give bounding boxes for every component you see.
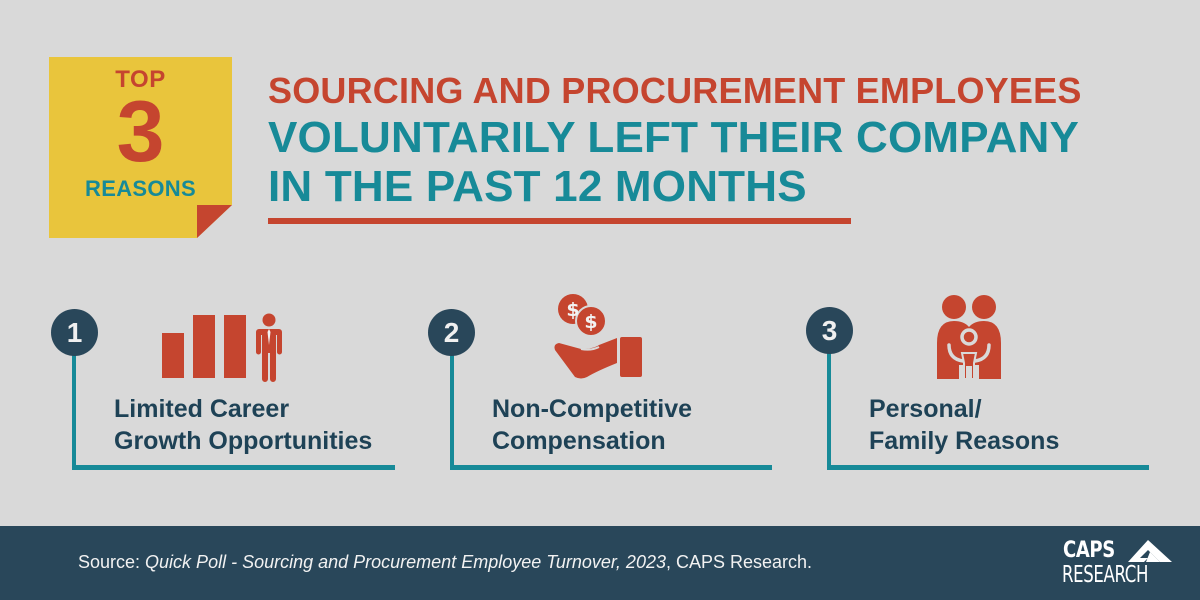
reason-1-label: Limited Career Growth Opportunities bbox=[114, 395, 373, 455]
badge-number: 3 bbox=[116, 84, 165, 180]
badge-top-text: TOP bbox=[115, 66, 166, 93]
headline-line-2: VOLUNTARILY LEFT THEIR COMPANY bbox=[268, 113, 1080, 162]
headline-line-3: IN THE PAST 12 MONTHS bbox=[268, 162, 807, 211]
reason-2-label: Non-Competitive Compensation bbox=[492, 395, 692, 455]
mountain-icon bbox=[1126, 540, 1174, 562]
reason-3-label: Personal/ Family Reasons bbox=[869, 395, 1060, 455]
family-icon bbox=[933, 293, 1005, 381]
money-hand-icon: $ $ bbox=[553, 292, 647, 382]
badge-folded-corner bbox=[197, 205, 232, 238]
career-growth-icon bbox=[160, 312, 286, 382]
logo-research-text: RESEARCH bbox=[1062, 562, 1149, 588]
reason-3-connector-horizontal bbox=[827, 465, 1149, 470]
source-citation: Source: Quick Poll - Sourcing and Procur… bbox=[78, 552, 813, 572]
reason-2-connector-vertical bbox=[450, 340, 454, 470]
reason-3-number-badge: 3 bbox=[806, 307, 853, 354]
svg-text:$: $ bbox=[566, 299, 579, 321]
svg-text:$: $ bbox=[584, 311, 597, 333]
badge-reasons-text: REASONS bbox=[85, 176, 196, 201]
reason-1-number-badge: 1 bbox=[51, 309, 98, 356]
logo-caps-text: CAPS bbox=[1063, 538, 1115, 563]
reason-2-connector-horizontal bbox=[450, 465, 772, 470]
reason-2-number-badge: 2 bbox=[428, 309, 475, 356]
reason-3-connector-vertical bbox=[827, 340, 831, 470]
footer-bar bbox=[0, 526, 1200, 600]
reason-1-connector-horizontal bbox=[72, 465, 395, 470]
headline-line-1: SOURCING AND PROCUREMENT EMPLOYEES bbox=[268, 70, 1082, 111]
reason-1-connector-vertical bbox=[72, 340, 76, 470]
headline-underline bbox=[268, 218, 851, 224]
